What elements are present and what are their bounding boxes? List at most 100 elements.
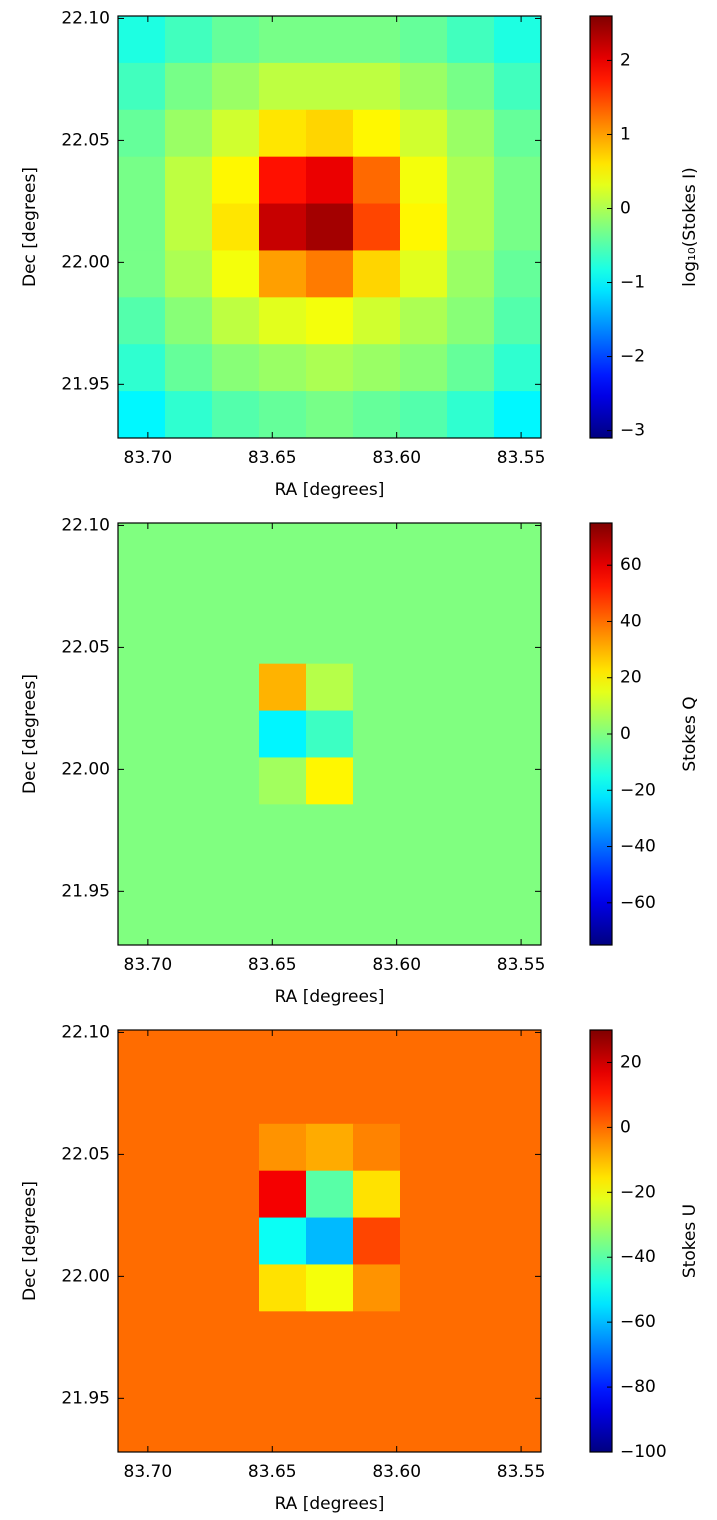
heatmap-cell [353,523,401,571]
heatmap-cell [118,1217,166,1265]
heatmap-cell [447,851,495,899]
heatmap-cell [400,16,448,64]
heatmap-cell [259,851,307,899]
heatmap-cell [306,1170,354,1219]
heatmap-cell [353,663,401,712]
heatmap-cell [165,1030,213,1078]
x-tick-label: 83.70 [124,1462,173,1482]
heatmap-cell [353,1030,401,1078]
heatmap-cell [306,616,354,665]
heatmap-cell [494,250,542,298]
heatmap-cell [118,1264,166,1312]
colorbar-tick-label: −60 [620,893,656,913]
heatmap-cell [165,203,213,251]
heatmap-cell [447,804,495,852]
heatmap-cell [400,1264,448,1312]
heatmap-cell [353,1358,401,1406]
heatmap-cell [118,109,166,158]
heatmap-cell [118,851,166,899]
heatmap-cell [259,16,307,64]
heatmap-cell [306,109,354,158]
heatmap-cell [400,1405,448,1453]
heatmap-cell [494,523,542,571]
heatmap-cell [494,1076,542,1125]
heatmap-cell [306,710,354,758]
heatmap-cell [447,250,495,298]
heatmap-cell [447,710,495,758]
heatmap-cell [400,391,448,439]
heatmap-cell [212,297,260,345]
heatmap-cell [494,16,542,64]
heatmap-cell [259,344,307,392]
x-tick-label: 83.60 [372,955,421,975]
heatmap-cell [118,1076,166,1125]
heatmap-cell [259,710,307,758]
heatmap-cell [353,297,401,345]
colorbar-tick-label: 0 [620,724,631,744]
heatmap-cell [494,1170,542,1219]
heatmap-cell [353,250,401,298]
heatmap-cell [165,391,213,439]
x-axis-label: RA [degrees] [275,987,385,1007]
heatmap-cell [118,1030,166,1078]
heatmap-cell [259,663,307,712]
colorbar [589,1029,613,1453]
heatmap-cell [212,898,260,946]
heatmap-cell [494,663,542,712]
heatmap-cell [494,344,542,392]
colorbar-tick-label: −40 [620,1247,656,1267]
heatmap-cell [212,1405,260,1453]
heatmap-cell [165,851,213,899]
heatmap-cell [306,156,354,205]
plot-frame [117,15,542,439]
heatmap-cell [118,757,166,805]
heatmap-cell [353,1170,401,1219]
colorbar-tick-label: −40 [620,837,656,857]
heatmap-cell [400,804,448,852]
heatmap-cell [306,62,354,111]
colorbar-tick-label: 2 [620,50,631,70]
heatmap-cell [447,1217,495,1265]
heatmap-cell [447,1030,495,1078]
heatmap-cell [306,1123,354,1172]
y-tick-label: 21.95 [61,881,110,901]
heatmap-cell [353,391,401,439]
heatmap-cell [165,62,213,111]
heatmap-cell [447,1311,495,1359]
heatmap-cell [259,297,307,345]
heatmap-cell [165,109,213,158]
heatmap-cell [400,156,448,205]
heatmap-cell [353,757,401,805]
heatmap-cell [259,391,307,439]
heatmap-cell [165,757,213,805]
heatmap-cell [353,710,401,758]
heatmap-cell [306,16,354,64]
heatmap-cell [212,1076,260,1125]
heatmap-cell [212,1030,260,1078]
heatmap-cell [353,898,401,946]
heatmap-cell [212,156,260,205]
heatmap-cell [212,663,260,712]
heatmap-cell [494,62,542,111]
heatmap-cell [212,757,260,805]
y-tick-label: 22.10 [61,1022,110,1042]
heatmap-cell [212,344,260,392]
plot-frame [117,522,542,946]
heatmap-cell [118,898,166,946]
heatmap-cell [447,663,495,712]
heatmap-cell [306,1076,354,1125]
heatmap-cell [353,109,401,158]
colorbar-tick-label: 20 [620,668,642,688]
heatmap-cell [447,344,495,392]
heatmap-cell [259,1076,307,1125]
heatmap-cell [306,1358,354,1406]
heatmap-cell [400,1030,448,1078]
heatmap-cell [400,1358,448,1406]
heatmap-cell [165,1170,213,1219]
y-axis-label: Dec [degrees] [20,167,40,287]
heatmap-cell [494,1311,542,1359]
x-tick-label: 83.70 [124,955,173,975]
y-tick-label: 22.05 [61,1144,110,1164]
heatmap-cell [353,1311,401,1359]
heatmap-cell [165,616,213,665]
